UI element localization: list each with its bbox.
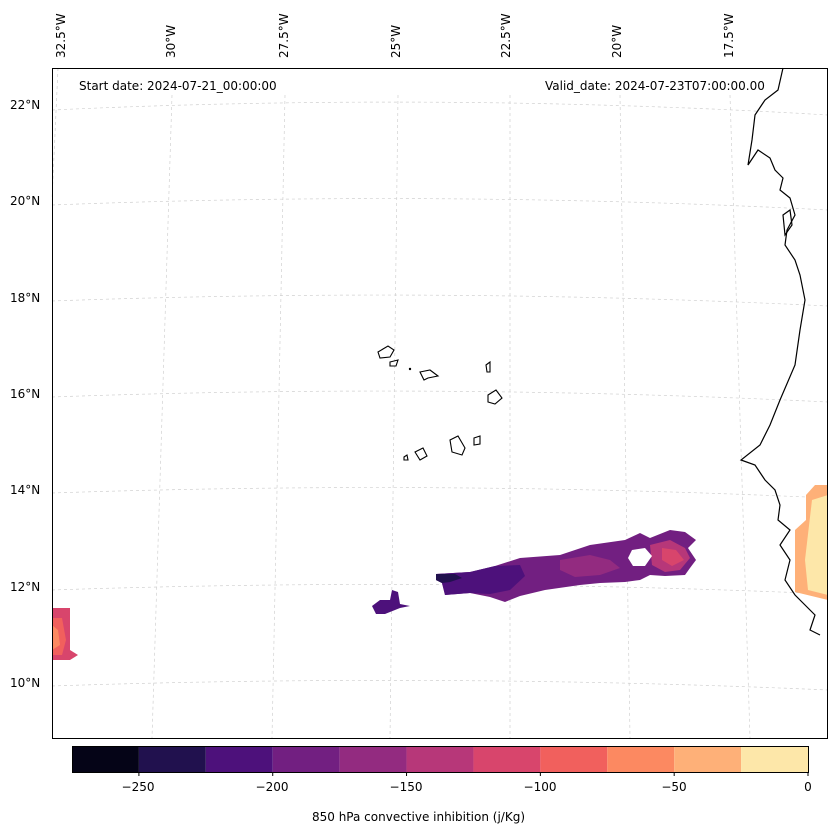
colorbar-segment xyxy=(540,746,608,772)
colorbar-tick: −250 xyxy=(121,780,155,794)
lon-label: 20°W xyxy=(610,24,624,58)
colorbar-tick: −100 xyxy=(523,780,557,794)
coastlines xyxy=(739,67,821,636)
colorbar-tick: −150 xyxy=(389,780,423,794)
colorbar-segment xyxy=(406,746,474,772)
lat-label: 10°N xyxy=(10,676,41,690)
lat-label: 22°N xyxy=(10,98,41,112)
lon-label: 22.5°W xyxy=(499,13,513,58)
colorbar xyxy=(72,746,809,776)
lon-label: 32.5°W xyxy=(54,13,68,58)
lat-label: 14°N xyxy=(10,483,41,497)
colorbar-segment xyxy=(272,746,340,772)
colorbar-frame xyxy=(72,746,809,773)
gridlines xyxy=(51,67,829,739)
lat-label: 16°N xyxy=(10,387,41,401)
colorbar-tick: 0 xyxy=(804,780,812,794)
cape-verde-islands xyxy=(377,345,503,461)
colorbar-segment xyxy=(205,746,273,772)
map-frame xyxy=(52,68,828,739)
valid-date: Valid_date: 2024-07-23T07:00:00.00 xyxy=(545,79,765,93)
colorbar-label: 850 hPa convective inhibition (j/Kg) xyxy=(311,810,525,824)
colorbar-segment xyxy=(473,746,541,772)
lon-label: 30°W xyxy=(164,24,178,58)
lat-label: 18°N xyxy=(10,291,41,305)
colorbar-segment xyxy=(674,746,742,772)
colorbar-segment xyxy=(607,746,675,772)
colorbar-tick: −50 xyxy=(661,780,687,794)
lat-label: 12°N xyxy=(10,580,41,594)
colorbar-segment xyxy=(72,746,139,772)
lon-label: 17.5°W xyxy=(722,13,736,58)
start-date: Start date: 2024-07-21_00:00:00 xyxy=(79,79,277,93)
lon-label: 25°W xyxy=(389,24,403,58)
colorbar-segment xyxy=(138,746,206,772)
colorbar-segment xyxy=(741,746,808,772)
cin-patch-small xyxy=(372,590,410,614)
colorbar-tick: −200 xyxy=(255,780,289,794)
cin-contours xyxy=(52,485,828,660)
colorbar-segment xyxy=(339,746,407,772)
lon-label: 27.5°W xyxy=(277,13,291,58)
lat-label: 20°N xyxy=(10,194,41,208)
